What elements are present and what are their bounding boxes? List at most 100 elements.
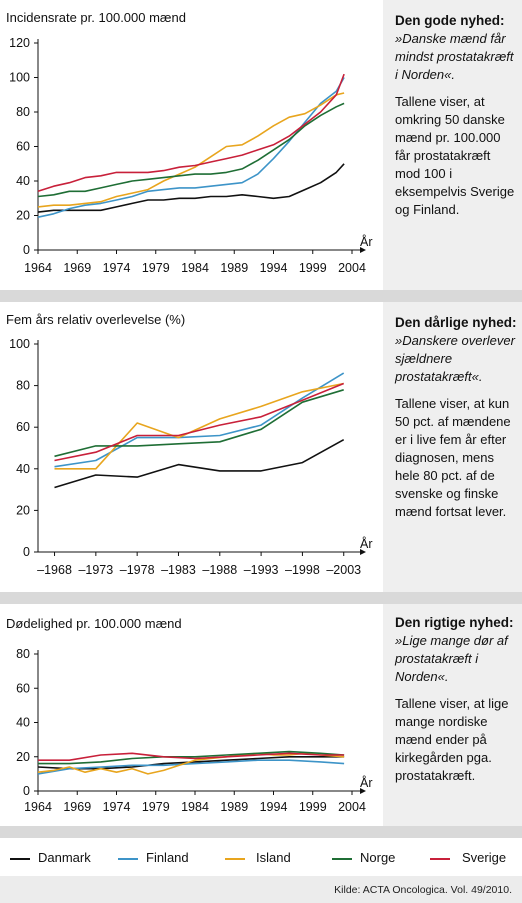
series-line-finland — [37, 77, 345, 218]
series-line-sverige — [38, 752, 345, 761]
sidebar-text-3: Den rigtige nyhed: »Lige mange dør af pr… — [395, 614, 517, 785]
y-axis-title: Incidensrate pr. 100.000 mænd — [6, 10, 186, 25]
plot-area-mortality — [0, 604, 383, 826]
x-axis-title: År — [360, 536, 373, 551]
legend-label-danmark: Danmark — [38, 850, 91, 865]
series-line-danmark — [37, 163, 345, 213]
x-tick-label: 1984 — [181, 261, 209, 275]
series-line-norge — [38, 750, 345, 765]
sidebar-text-2: Den dårlige nyhed: »Danskere overlever s… — [395, 314, 517, 521]
series-line-danmark — [37, 756, 345, 770]
x-tick-label: 2004 — [338, 800, 366, 814]
y-axis-title: Fem års relativ overlevelse (%) — [6, 312, 185, 327]
y-tick-label: 20 — [16, 750, 30, 764]
y-tick-label: 100 — [9, 337, 30, 351]
panel-quote: »Lige mange dør af prostatakræft i Norde… — [395, 633, 508, 684]
series-line-island — [54, 382, 344, 470]
x-tick-label: 1999 — [299, 261, 327, 275]
plot-area-survival — [0, 302, 383, 592]
legend-label-sverige: Sverige — [462, 850, 507, 865]
panel-quote: »Danskere overlever sjældnere prostatakr… — [395, 333, 515, 384]
legend-swatch-danmark — [10, 858, 30, 860]
x-tick-label: 1989 — [220, 800, 248, 814]
x-tick-label: –2003 — [326, 563, 361, 577]
series-line-finland — [54, 372, 345, 468]
panel-heading: Den rigtige nyhed: — [395, 615, 514, 630]
separator — [0, 592, 522, 604]
source-note: Kilde: ACTA Oncologica. Vol. 49/2010. — [334, 884, 512, 896]
y-axis-title: Dødelighed pr. 100.000 mænd — [6, 616, 182, 631]
x-axis-arrow — [360, 788, 366, 794]
y-tick-label: 80 — [16, 379, 30, 393]
x-axis-arrow — [360, 247, 366, 253]
y-tick-label: 40 — [16, 716, 30, 730]
y-tick-label: 80 — [16, 105, 30, 119]
separator — [0, 826, 522, 838]
chart-incidence: Incidensrate pr. 100.000 mænd 0 20 40 60 80 10… — [6, 10, 373, 275]
x-tick-label: 1979 — [142, 261, 170, 275]
sidebar-text-1: Den gode nyhed: »Danske mænd får mindst … — [395, 12, 517, 219]
legend-label-norge: Norge — [360, 850, 396, 865]
x-tick-label: –1998 — [285, 563, 320, 577]
series-line-sverige — [54, 382, 344, 462]
y-tick-label: 80 — [16, 647, 30, 661]
series-line-island — [37, 752, 345, 775]
x-tick-label: 1974 — [103, 261, 131, 275]
series-line-norge — [37, 102, 345, 198]
y-tick-label: 20 — [16, 503, 30, 517]
panel-quote: »Danske mænd får mindst prostatakræft i … — [395, 31, 514, 82]
x-tick-label: 1979 — [142, 800, 170, 814]
x-tick-label: 1989 — [220, 261, 248, 275]
y-tick-label: 40 — [16, 462, 30, 476]
series-line-finland — [37, 759, 345, 775]
x-axis-arrow — [360, 549, 366, 555]
y-tick-label: 100 — [9, 71, 30, 85]
x-tick-label: –1983 — [161, 563, 196, 577]
series-line-norge — [54, 389, 344, 458]
separator — [0, 290, 522, 302]
x-tick-label: 1964 — [24, 800, 52, 814]
legend-swatch-island — [225, 858, 245, 860]
legend: Danmark Finland Island Norge Sverige — [0, 838, 522, 876]
panel-body: Tallene viser, at lige mange nordiske mæ… — [395, 696, 509, 783]
x-tick-label: 1999 — [299, 800, 327, 814]
legend-label-island: Island — [256, 850, 291, 865]
legend-label-finland: Finland — [146, 850, 189, 865]
x-tick-label: –1993 — [244, 563, 279, 577]
x-tick-label: 2004 — [338, 261, 366, 275]
x-tick-label: –1968 — [37, 563, 72, 577]
y-tick-label: 0 — [23, 545, 30, 559]
legend-swatch-sverige — [430, 858, 450, 860]
y-tick-label: 0 — [23, 243, 30, 257]
chart-mortality: Dødelighed pr. 100.000 mænd 0 20 40 60 80 År 19… — [6, 616, 373, 814]
x-tick-label: 1994 — [260, 261, 288, 275]
x-axis-title: År — [360, 775, 373, 790]
panel-heading: Den gode nyhed: — [395, 13, 505, 28]
x-tick-label: 1994 — [260, 800, 288, 814]
y-tick-label: 60 — [16, 140, 30, 154]
x-tick-label: –1973 — [78, 563, 113, 577]
x-tick-label: 1984 — [181, 800, 209, 814]
y-tick-label: 20 — [16, 209, 30, 223]
x-tick-label: –1988 — [202, 563, 237, 577]
y-tick-label: 40 — [16, 174, 30, 188]
plot-area-incidence — [0, 0, 383, 290]
legend-swatch-norge — [332, 858, 352, 860]
x-tick-label: 1964 — [24, 261, 52, 275]
y-tick-label: 120 — [9, 36, 30, 50]
x-tick-label: 1974 — [103, 800, 131, 814]
series-line-island — [37, 92, 345, 208]
x-tick-label: 1969 — [63, 800, 91, 814]
x-axis-title: År — [360, 234, 373, 249]
y-tick-label: 60 — [16, 681, 30, 695]
panel-heading: Den dårlige nyhed: — [395, 315, 517, 330]
chart-survival: Fem års relativ overlevelse (%) 0 20 40 60 80… — [6, 312, 373, 577]
x-tick-label: –1978 — [120, 563, 155, 577]
legend-swatch-finland — [118, 858, 138, 860]
y-tick-label: 60 — [16, 420, 30, 434]
series-line-danmark — [54, 439, 345, 489]
x-tick-label: 1969 — [63, 261, 91, 275]
series-line-sverige — [37, 73, 345, 193]
panel-body: Tallene viser, at kun 50 pct. af mændene… — [395, 396, 511, 519]
y-tick-label: 0 — [23, 784, 30, 798]
